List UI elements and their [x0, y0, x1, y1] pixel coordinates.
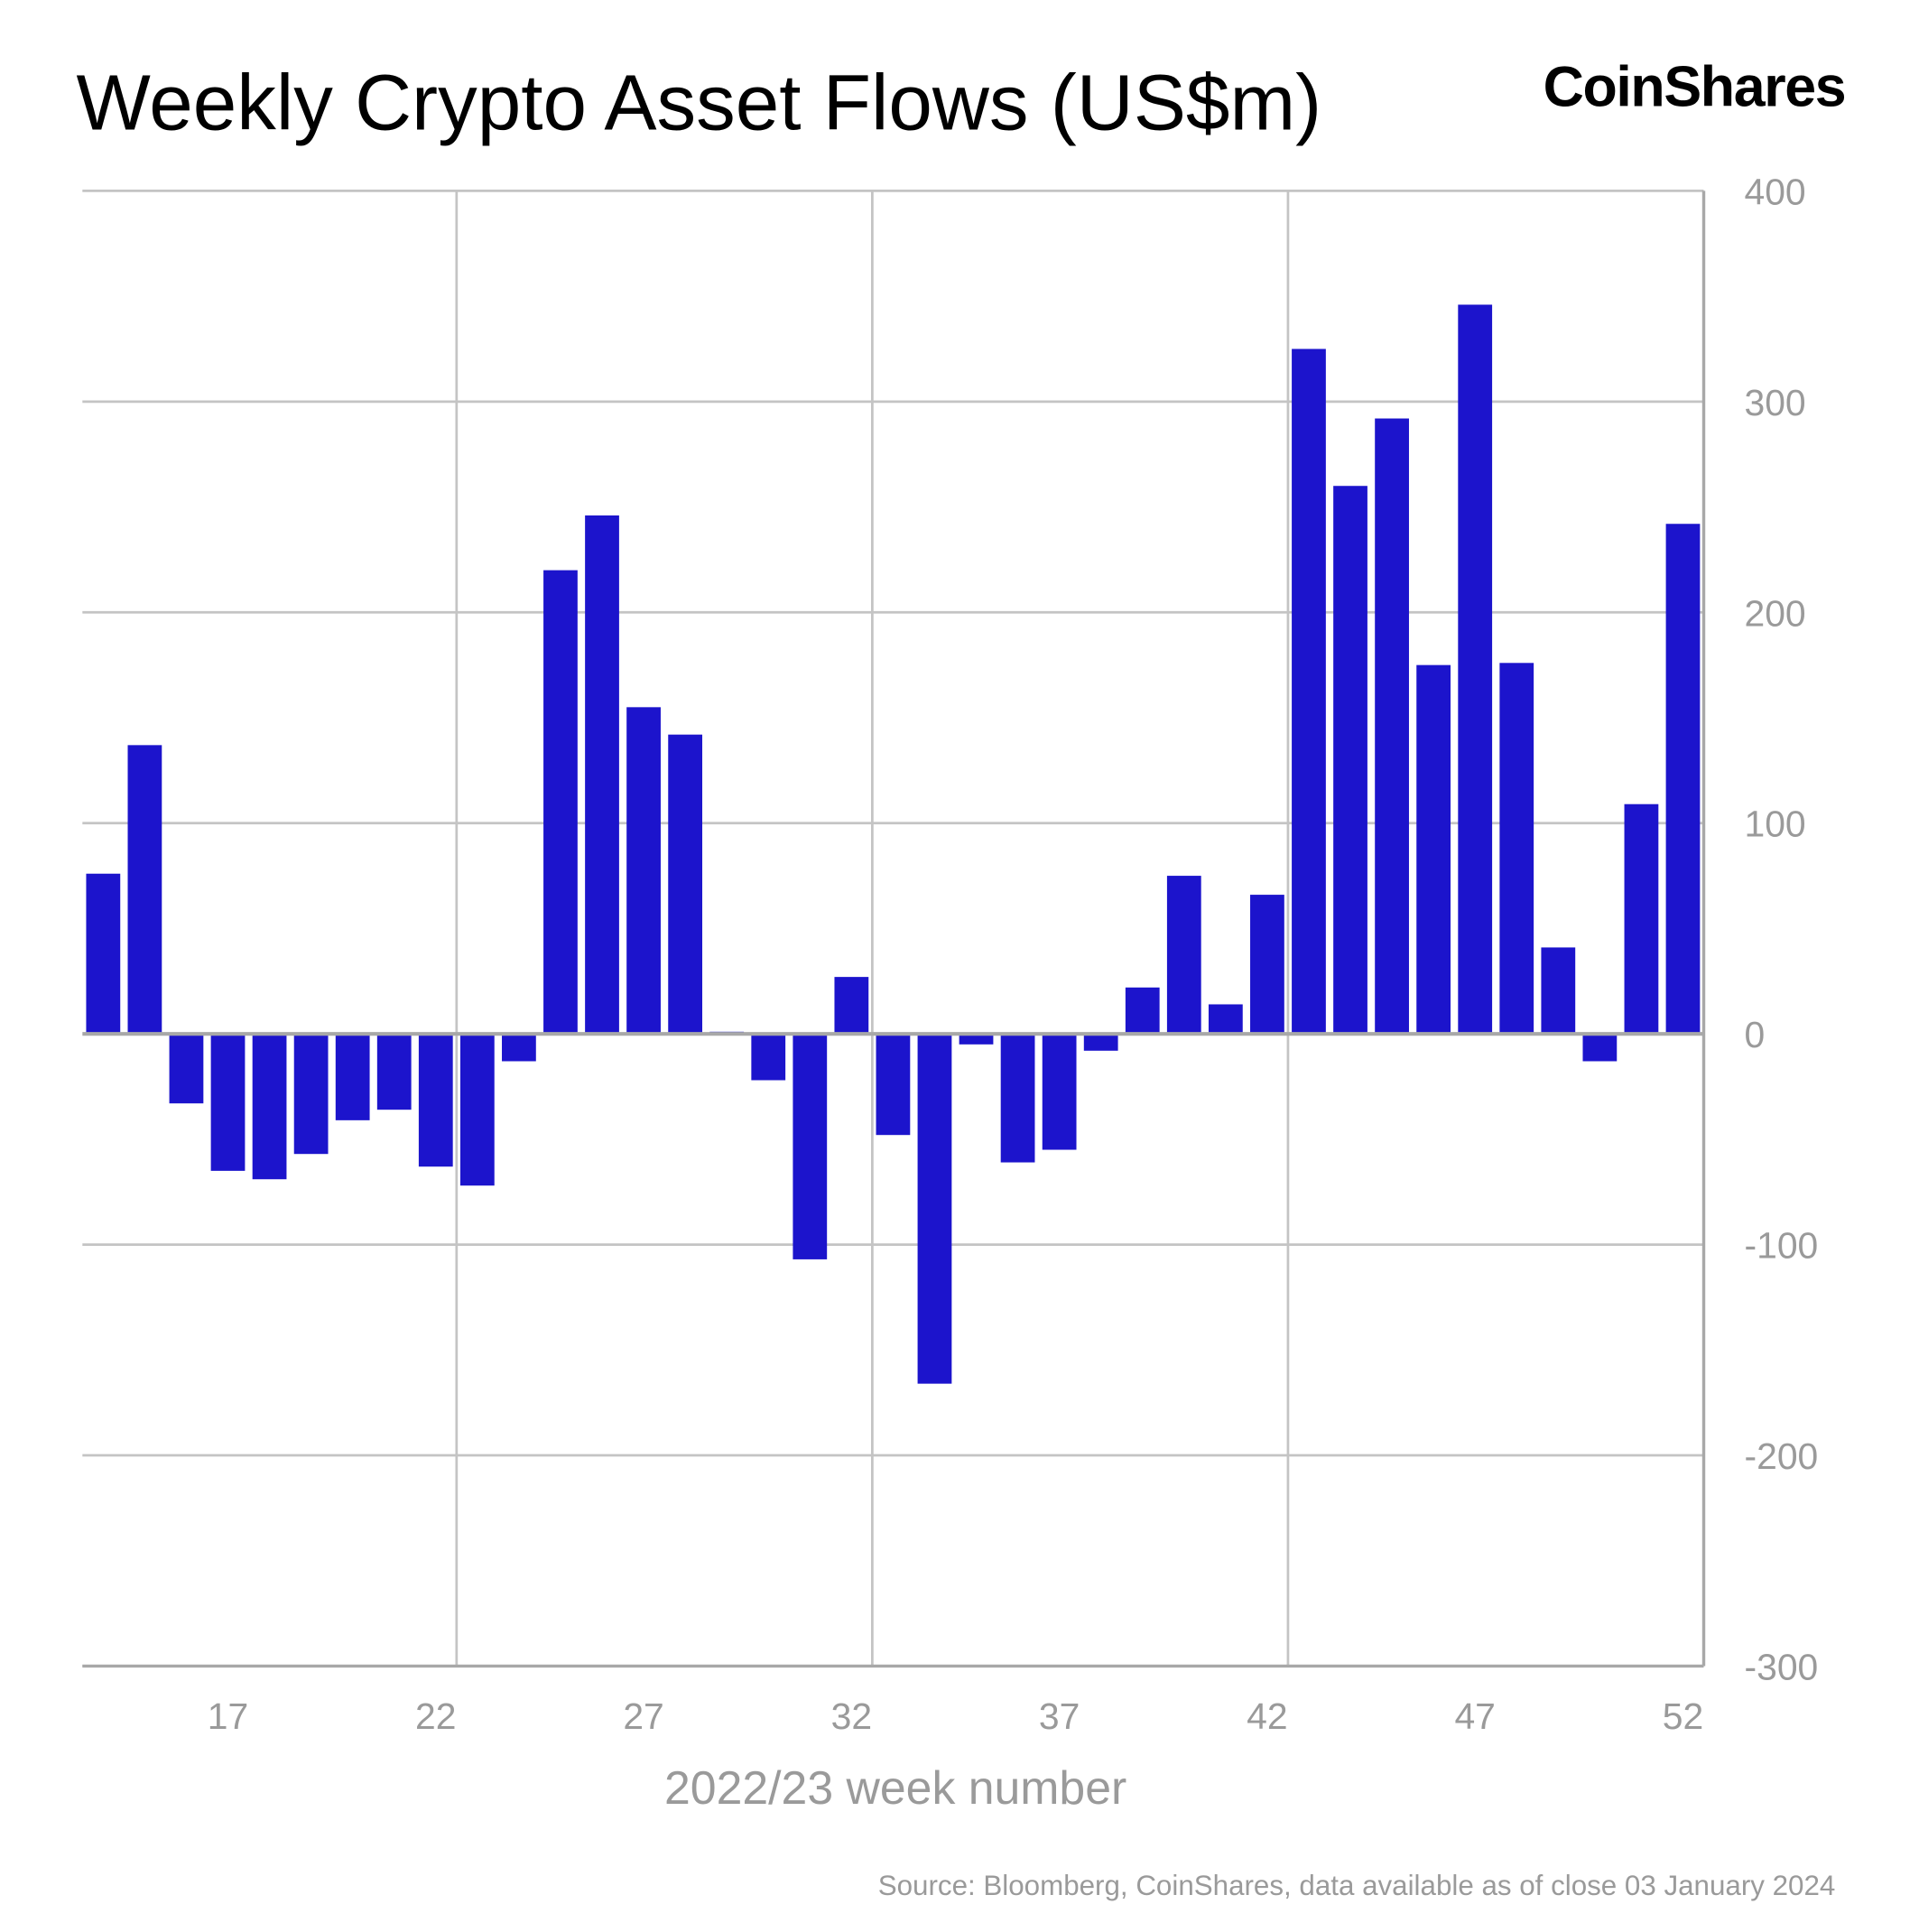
bar-week-48 — [1499, 663, 1534, 1035]
bar-week-18 — [252, 1034, 287, 1180]
x-tick-labels: 17 22 27 32 37 42 47 52 — [208, 1695, 1703, 1737]
bar-week-27 — [626, 707, 661, 1035]
bar-week-26 — [585, 515, 619, 1035]
x-tick-label: 27 — [623, 1695, 663, 1737]
y-tick-label: -300 — [1744, 1646, 1818, 1687]
bar-week-16 — [169, 1034, 204, 1104]
bar-week-32 — [834, 977, 869, 1035]
bar-week-14 — [86, 873, 121, 1035]
bar-week-37 — [1042, 1034, 1077, 1150]
y-tick-label: -200 — [1744, 1435, 1818, 1477]
bar-week-35 — [959, 1034, 994, 1045]
x-tick-label: 42 — [1247, 1695, 1287, 1737]
bar-week-34 — [917, 1034, 952, 1384]
axes — [82, 190, 1706, 1668]
y-tick-labels: 400 300 200 100 0 -100 -200 -300 — [1744, 171, 1818, 1687]
x-tick-label: 47 — [1454, 1695, 1495, 1737]
bar-week-21 — [376, 1034, 412, 1110]
bar-week-51 — [1624, 803, 1659, 1035]
y-tick-label: -100 — [1744, 1225, 1818, 1267]
source-note: Source: Bloomberg, CoinShares, data avai… — [878, 1870, 1836, 1901]
bar-week-36 — [1000, 1034, 1035, 1163]
bar-week-24 — [502, 1034, 536, 1062]
x-tick-label: 52 — [1663, 1695, 1703, 1737]
bar-week-47 — [1458, 304, 1493, 1035]
bar-week-43 — [1292, 348, 1326, 1035]
bar-week-38 — [1083, 1034, 1118, 1051]
x-tick-label: 17 — [208, 1695, 248, 1737]
y-tick-label: 0 — [1744, 1014, 1765, 1055]
x-tick-label: 32 — [831, 1695, 872, 1737]
bar-week-49 — [1541, 947, 1576, 1035]
bar-week-52 — [1665, 524, 1701, 1035]
y-tick-label: 200 — [1744, 592, 1805, 634]
bar-week-45 — [1375, 418, 1409, 1035]
bar-week-19 — [293, 1034, 329, 1155]
bar-week-23 — [459, 1034, 495, 1186]
bar-week-15 — [127, 745, 162, 1035]
coinshares-logo: CoinShares — [1544, 55, 1846, 118]
bar-week-30 — [751, 1034, 786, 1081]
bar-week-42 — [1250, 895, 1284, 1035]
x-tick-label: 22 — [415, 1695, 456, 1737]
bar-week-40 — [1166, 876, 1201, 1035]
bar-week-31 — [793, 1034, 828, 1259]
bars — [86, 304, 1701, 1384]
bar-week-39 — [1125, 987, 1160, 1035]
y-tick-label: 100 — [1744, 803, 1805, 845]
y-tick-label: 400 — [1744, 171, 1805, 212]
bar-week-44 — [1333, 486, 1367, 1035]
y-tick-label: 300 — [1744, 382, 1805, 423]
bar-week-28 — [668, 734, 703, 1035]
chart-title: Weekly Crypto Asset Flows (US$m) — [76, 59, 1321, 146]
bar-week-50 — [1582, 1034, 1618, 1062]
bar-week-22 — [418, 1034, 453, 1167]
bar-week-25 — [543, 570, 578, 1035]
bar-week-20 — [335, 1034, 370, 1120]
bar-week-17 — [210, 1034, 246, 1171]
bar-week-33 — [876, 1034, 911, 1136]
x-axis-label: 2022/23 week number — [664, 1761, 1126, 1814]
bar-week-41 — [1208, 1004, 1243, 1035]
bar-week-46 — [1416, 664, 1451, 1035]
x-tick-label: 37 — [1039, 1695, 1080, 1737]
